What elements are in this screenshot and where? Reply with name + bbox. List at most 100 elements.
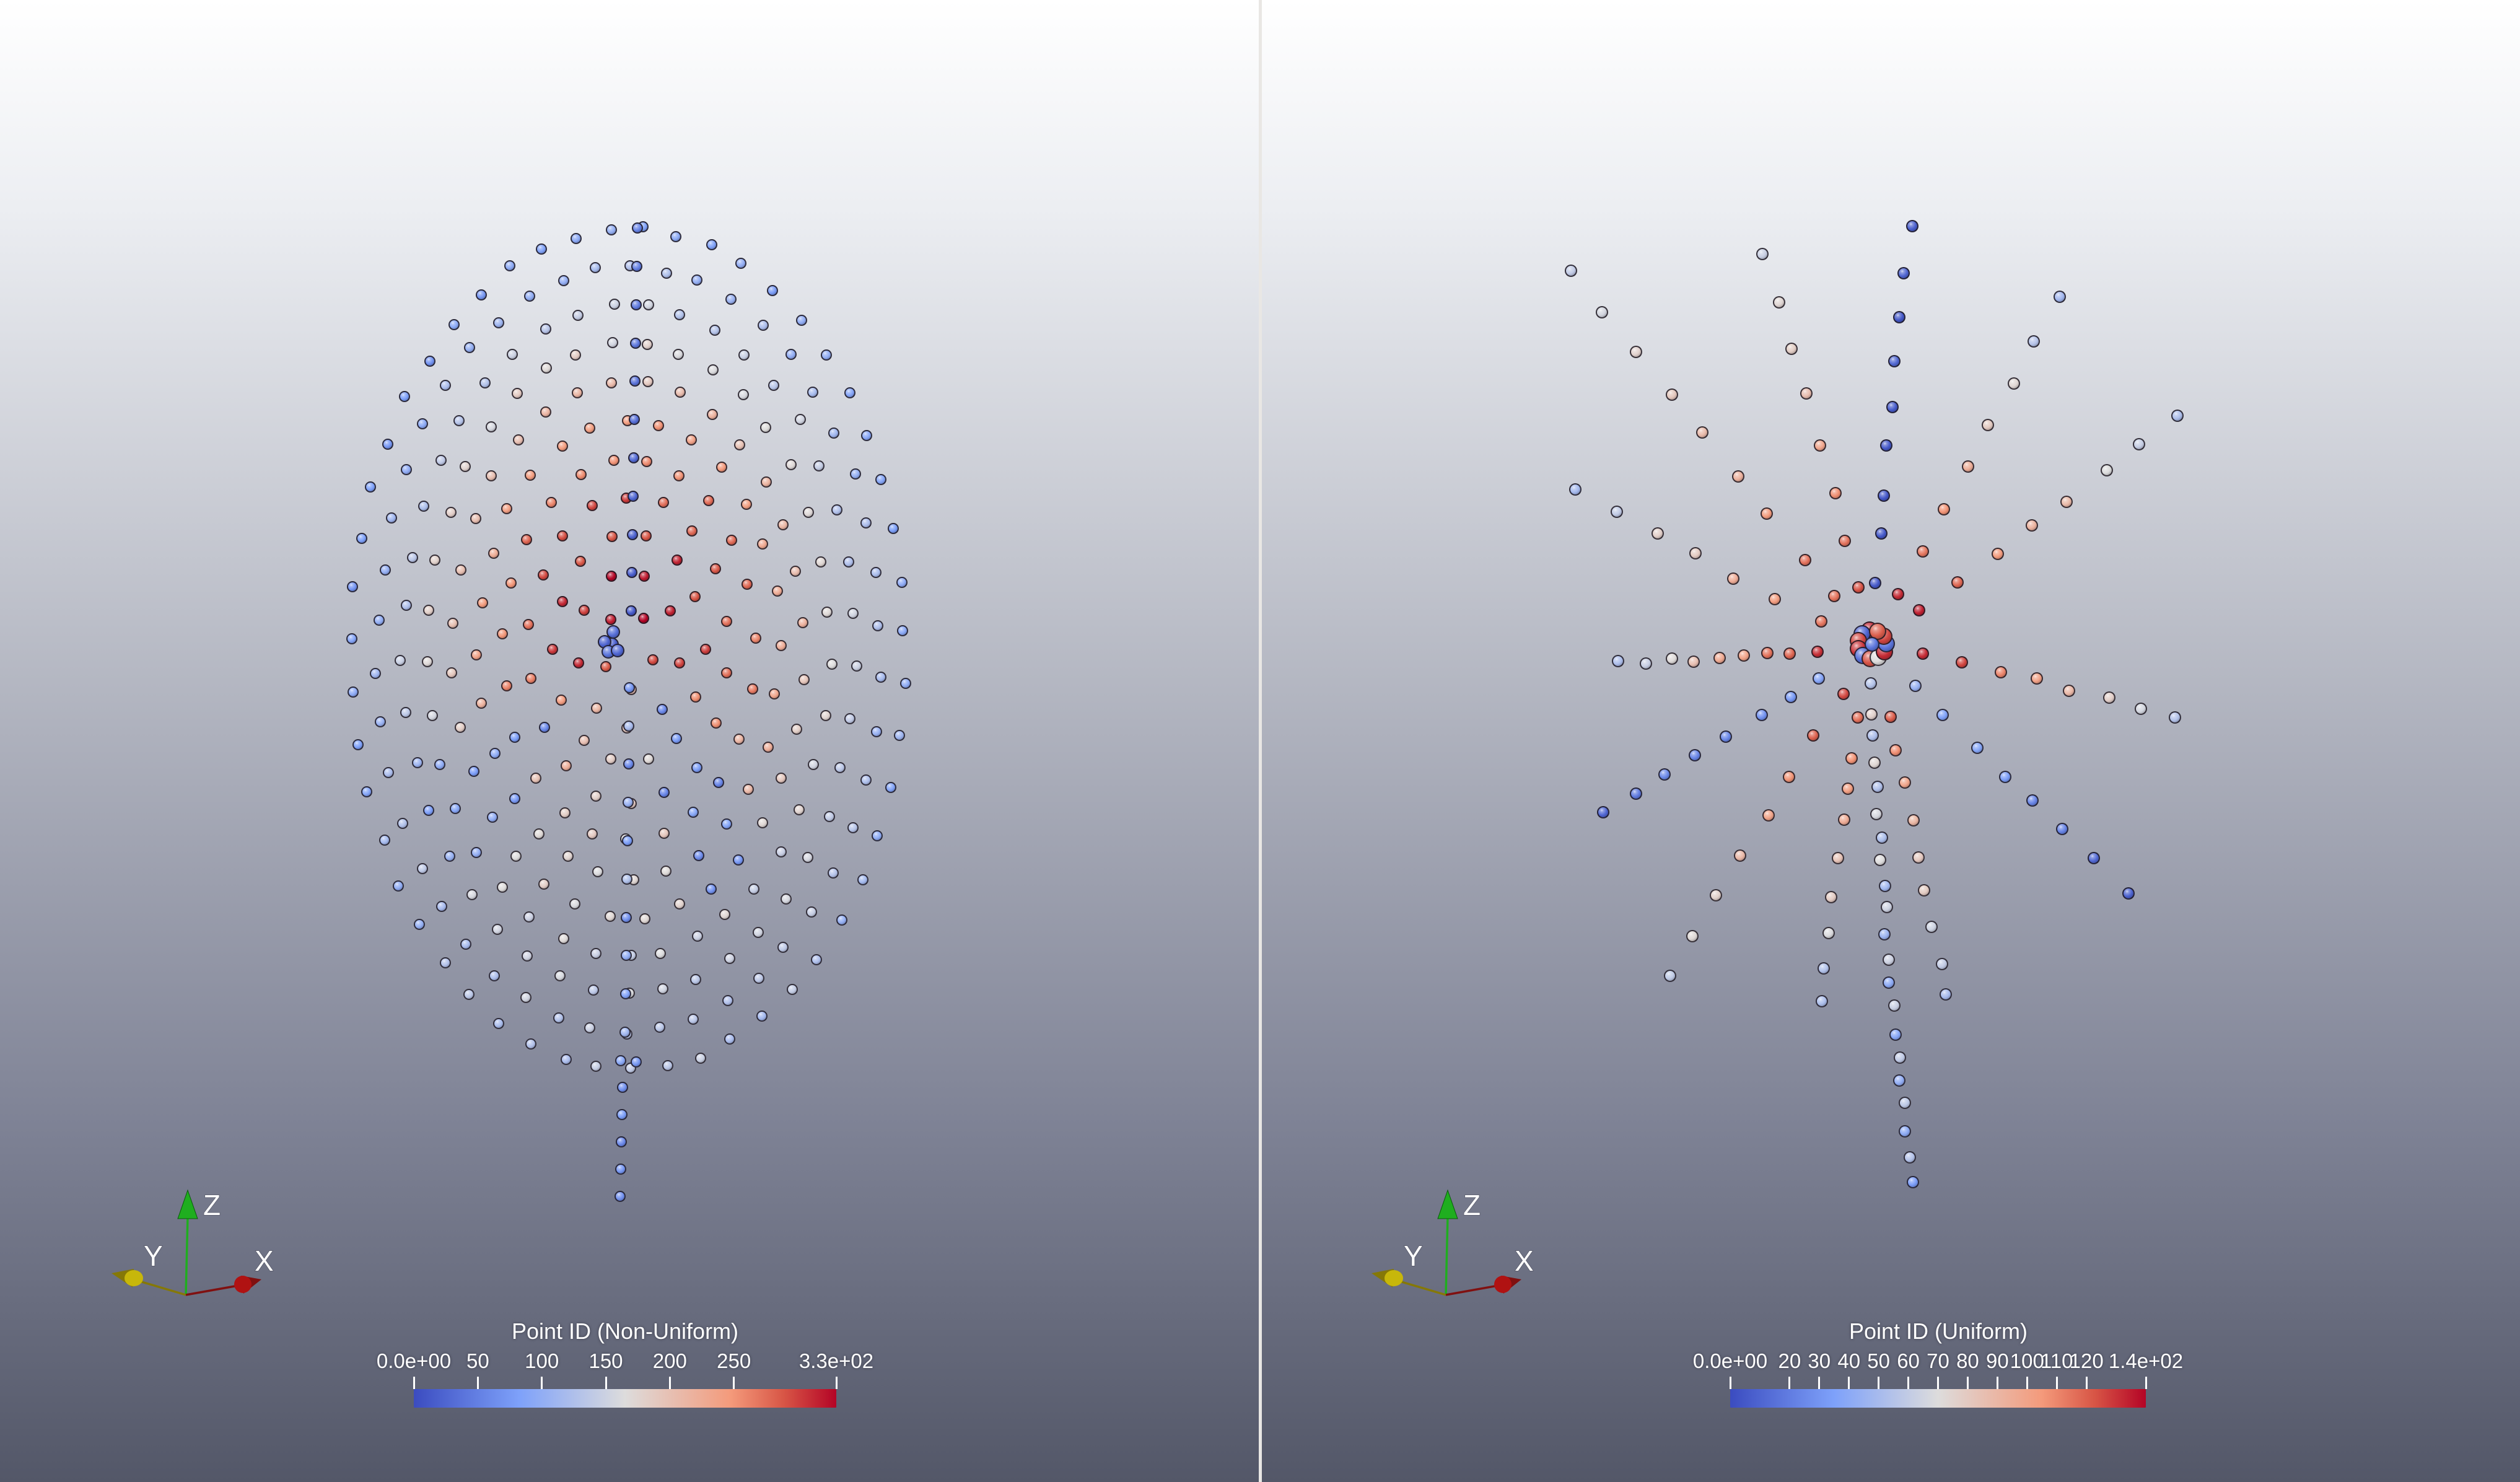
data-point xyxy=(707,408,719,420)
data-point xyxy=(733,854,745,866)
data-point xyxy=(743,783,755,795)
data-point xyxy=(622,835,633,846)
data-point xyxy=(2063,684,2076,697)
data-point xyxy=(658,828,670,840)
data-point xyxy=(705,883,717,895)
data-point xyxy=(361,786,372,797)
data-point xyxy=(1873,854,1886,867)
data-point xyxy=(691,274,703,286)
data-point xyxy=(525,673,536,685)
data-point xyxy=(655,947,667,959)
data-point xyxy=(1876,831,1889,844)
data-point xyxy=(657,704,668,716)
render-view-uniform[interactable]: Z Y X Point ID (Uniform) 0.0e+00 20 30 40 50… xyxy=(1260,0,2520,1482)
data-point xyxy=(691,761,702,773)
data-point xyxy=(434,759,446,771)
data-point xyxy=(555,694,567,706)
data-point xyxy=(1886,401,1899,414)
data-point xyxy=(505,577,517,589)
data-point xyxy=(2060,495,2073,508)
data-point xyxy=(641,456,652,468)
data-point xyxy=(620,950,632,962)
data-point xyxy=(501,503,513,515)
data-point xyxy=(626,605,637,617)
data-point xyxy=(707,364,719,376)
data-point xyxy=(733,439,745,450)
y-axis-head-icon xyxy=(125,1270,143,1286)
data-point xyxy=(579,734,590,746)
data-point xyxy=(520,992,532,1004)
data-point xyxy=(615,1164,626,1175)
data-point xyxy=(1731,470,1744,483)
data-point xyxy=(709,325,721,336)
data-point xyxy=(753,972,764,984)
data-point xyxy=(671,733,683,745)
data-point xyxy=(1906,1175,1919,1188)
data-point xyxy=(820,349,832,361)
data-point xyxy=(639,913,650,924)
data-point xyxy=(654,1021,665,1033)
data-point xyxy=(619,1027,631,1038)
data-point xyxy=(2122,887,2135,900)
data-point xyxy=(742,579,753,590)
data-point xyxy=(689,974,701,986)
data-point xyxy=(488,548,499,559)
data-point xyxy=(1998,770,2011,783)
data-point xyxy=(540,362,552,374)
data-point xyxy=(689,591,701,603)
data-point xyxy=(1813,672,1826,685)
data-point xyxy=(621,873,633,885)
data-point xyxy=(721,616,733,628)
data-point xyxy=(463,342,475,354)
data-point xyxy=(1994,666,2007,679)
data-point xyxy=(616,1136,627,1147)
data-point xyxy=(1630,346,1643,359)
data-point xyxy=(1892,587,1905,600)
data-point xyxy=(2101,463,2114,476)
data-point xyxy=(870,726,882,737)
data-point xyxy=(383,767,395,779)
view-splitter[interactable] xyxy=(1259,0,1262,1482)
data-point xyxy=(1982,418,1995,431)
data-point xyxy=(1719,730,1732,743)
data-point xyxy=(1783,647,1796,660)
data-point xyxy=(578,605,590,616)
data-point xyxy=(584,1022,596,1033)
data-point xyxy=(776,640,787,652)
data-point xyxy=(872,830,883,841)
render-view-nonuniform[interactable]: Z Y X Point ID (Non-Uniform) 0.0e+00 50 10… xyxy=(0,0,1260,1482)
z-axis-line xyxy=(1445,1216,1449,1296)
data-point xyxy=(1733,849,1746,862)
data-point xyxy=(642,338,654,350)
data-point xyxy=(626,567,637,579)
data-point xyxy=(766,285,778,297)
data-point xyxy=(621,911,632,923)
data-point xyxy=(393,880,405,892)
data-point xyxy=(861,430,873,442)
data-point xyxy=(756,1011,768,1022)
data-point xyxy=(769,688,781,699)
data-point xyxy=(370,668,382,680)
data-point xyxy=(643,753,655,765)
data-point xyxy=(470,649,482,660)
data-point xyxy=(365,481,377,493)
data-point xyxy=(628,490,639,502)
data-point xyxy=(1610,505,1623,518)
data-point xyxy=(657,983,668,994)
data-point xyxy=(538,722,550,734)
data-point xyxy=(1879,879,1892,892)
data-point xyxy=(1961,460,1974,473)
data-point xyxy=(619,988,631,1000)
data-point xyxy=(826,659,838,670)
data-point xyxy=(572,309,584,321)
data-point xyxy=(606,337,618,349)
data-point xyxy=(752,926,764,938)
point-cloud-nonuniform xyxy=(346,221,911,1202)
data-point xyxy=(1870,807,1883,820)
data-point xyxy=(606,570,618,582)
data-point xyxy=(798,673,810,685)
y-axis-line xyxy=(137,1279,186,1296)
data-point xyxy=(759,422,771,434)
data-point xyxy=(673,309,685,321)
data-point xyxy=(1913,604,1926,617)
